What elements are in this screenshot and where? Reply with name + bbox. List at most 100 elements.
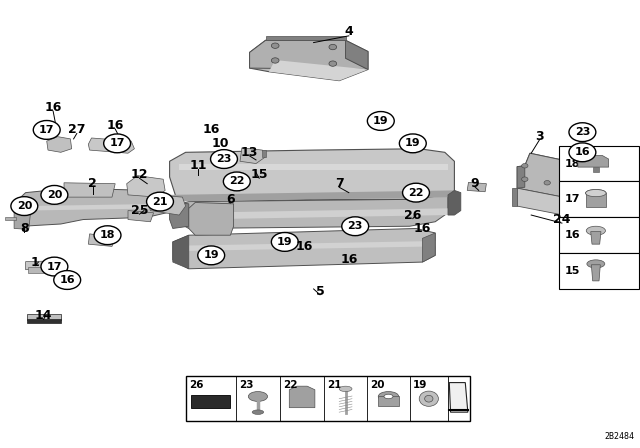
Ellipse shape — [586, 190, 606, 197]
Polygon shape — [467, 182, 486, 192]
Text: 4: 4 — [344, 25, 353, 38]
Polygon shape — [591, 265, 600, 281]
Bar — [559, 146, 639, 181]
Polygon shape — [578, 155, 609, 167]
Polygon shape — [27, 319, 61, 323]
Text: 21: 21 — [152, 197, 168, 207]
Text: 20: 20 — [17, 201, 32, 211]
Ellipse shape — [419, 391, 438, 406]
Circle shape — [329, 61, 337, 66]
Polygon shape — [170, 202, 189, 228]
Circle shape — [342, 217, 369, 236]
Polygon shape — [517, 188, 563, 215]
Text: 5: 5 — [316, 284, 324, 298]
Polygon shape — [593, 167, 599, 172]
Text: 20: 20 — [371, 380, 385, 390]
Polygon shape — [26, 261, 64, 270]
Text: 16: 16 — [202, 123, 220, 137]
Ellipse shape — [424, 395, 433, 402]
Text: 21: 21 — [327, 380, 342, 390]
Text: 19: 19 — [405, 138, 420, 148]
Bar — [191, 395, 230, 408]
Text: 8: 8 — [20, 222, 29, 235]
Text: 15: 15 — [250, 168, 268, 181]
Circle shape — [522, 164, 528, 168]
Ellipse shape — [378, 392, 399, 401]
Text: 14: 14 — [35, 309, 52, 323]
Circle shape — [147, 192, 173, 211]
Polygon shape — [266, 36, 346, 40]
Ellipse shape — [586, 190, 606, 197]
Circle shape — [569, 123, 596, 142]
Text: 19: 19 — [277, 237, 292, 247]
Polygon shape — [525, 153, 568, 172]
Text: 22: 22 — [284, 380, 298, 390]
Text: 13: 13 — [241, 146, 259, 159]
Text: 2B2484: 2B2484 — [605, 432, 635, 441]
Text: 23: 23 — [575, 127, 590, 137]
Polygon shape — [189, 202, 234, 235]
Polygon shape — [346, 40, 368, 69]
Circle shape — [198, 246, 225, 265]
Text: 25: 25 — [131, 204, 148, 217]
Text: 11: 11 — [189, 159, 207, 172]
Ellipse shape — [339, 386, 352, 392]
Text: 18: 18 — [100, 230, 115, 240]
Polygon shape — [88, 234, 115, 246]
Circle shape — [11, 197, 38, 215]
Text: 6: 6 — [226, 193, 235, 206]
Text: 16: 16 — [413, 222, 431, 235]
Polygon shape — [170, 149, 454, 202]
Circle shape — [54, 271, 81, 289]
Text: 12: 12 — [131, 168, 148, 181]
Polygon shape — [170, 190, 454, 202]
Text: 16: 16 — [575, 147, 590, 157]
Polygon shape — [250, 40, 368, 69]
Circle shape — [271, 58, 279, 63]
Polygon shape — [448, 190, 461, 215]
Circle shape — [271, 233, 298, 251]
Polygon shape — [173, 228, 435, 269]
Ellipse shape — [586, 226, 605, 235]
Circle shape — [41, 185, 68, 204]
Polygon shape — [27, 314, 61, 320]
Polygon shape — [173, 195, 448, 228]
Text: 1: 1 — [31, 255, 40, 269]
Text: 16: 16 — [60, 275, 75, 285]
Text: 16: 16 — [340, 253, 358, 267]
Text: 27: 27 — [68, 123, 86, 137]
Ellipse shape — [252, 410, 264, 414]
Polygon shape — [517, 166, 525, 188]
Circle shape — [569, 143, 596, 162]
Bar — [559, 181, 639, 217]
Polygon shape — [586, 193, 606, 207]
Circle shape — [367, 112, 394, 130]
Ellipse shape — [248, 392, 268, 401]
Polygon shape — [240, 148, 266, 164]
Text: 17: 17 — [47, 262, 62, 271]
Polygon shape — [189, 241, 435, 251]
Ellipse shape — [384, 394, 393, 399]
Circle shape — [94, 226, 121, 245]
Bar — [559, 253, 639, 289]
Circle shape — [211, 150, 237, 168]
Polygon shape — [127, 176, 165, 197]
Polygon shape — [5, 217, 16, 220]
Polygon shape — [173, 235, 189, 269]
Text: 23: 23 — [216, 154, 232, 164]
Polygon shape — [250, 40, 368, 81]
Polygon shape — [47, 137, 72, 152]
Text: 23: 23 — [239, 380, 253, 390]
Polygon shape — [28, 267, 45, 273]
Text: 17: 17 — [109, 138, 125, 148]
Text: 16: 16 — [295, 240, 313, 253]
Polygon shape — [148, 195, 186, 215]
Text: 22: 22 — [229, 177, 244, 186]
Polygon shape — [422, 233, 435, 262]
Polygon shape — [378, 396, 399, 406]
Text: 26: 26 — [189, 380, 204, 390]
Text: 3: 3 — [535, 130, 544, 143]
Circle shape — [104, 134, 131, 153]
Text: 20: 20 — [47, 190, 62, 200]
Polygon shape — [289, 386, 315, 408]
